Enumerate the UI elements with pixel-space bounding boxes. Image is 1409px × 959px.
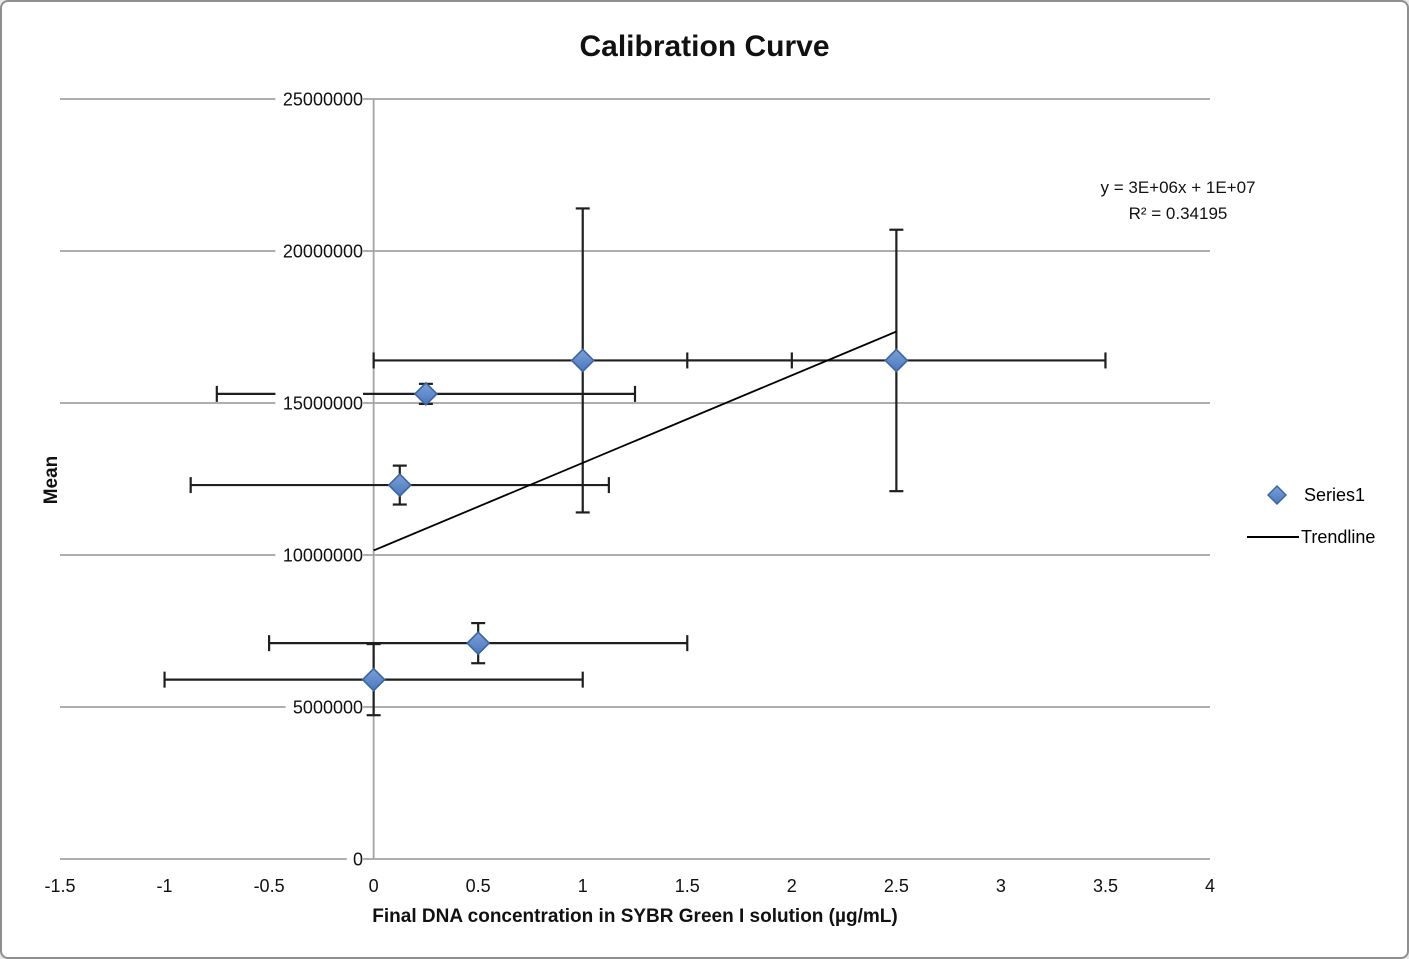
y-tick-label: 0	[353, 850, 363, 870]
y-tick-label-backing	[275, 240, 363, 262]
x-tick-label: 0	[369, 876, 379, 896]
x-axis-title: Final DNA concentration in SYBR Green I …	[372, 906, 898, 927]
y-tick-label-backing	[285, 696, 363, 718]
x-tick-label: -1	[157, 876, 173, 896]
data-point-diamond	[361, 667, 386, 692]
legend-label-trendline: Trendline	[1301, 526, 1376, 547]
x-tick-label: 2.5	[884, 876, 909, 896]
series1-diamond-icon	[1267, 485, 1287, 505]
y-tick-label-backing	[346, 848, 363, 870]
y-tick-label-backing	[275, 88, 363, 110]
x-tick-label: 1	[578, 876, 588, 896]
data-point-diamond	[884, 348, 909, 373]
legend-item-trendline: Trendline	[1247, 522, 1375, 552]
x-tick-label: 3	[996, 876, 1006, 896]
y-tick-label: 25000000	[283, 90, 363, 110]
data-point-diamond	[413, 381, 439, 407]
y-tick-label: 10000000	[283, 546, 363, 566]
y-axis-title: Mean	[41, 455, 62, 505]
x-tick-label: 0.5	[466, 876, 491, 896]
y-tick-label: 20000000	[283, 242, 363, 262]
equation-line: y = 3E+06x + 1E+07	[1100, 178, 1256, 197]
x-tick-label: -1.5	[44, 876, 75, 896]
data-point-diamond	[466, 631, 491, 656]
trendline-equation: y = 3E+06x + 1E+07 R² = 0.34195	[1062, 175, 1294, 227]
x-tick-label: -0.5	[254, 876, 285, 896]
data-point-diamond	[570, 348, 595, 373]
y-tick-label: 5000000	[293, 698, 363, 718]
y-tick-label: 15000000	[283, 394, 363, 414]
legend-item-series1: Series1	[1247, 480, 1375, 510]
x-tick-label: 1.5	[675, 876, 700, 896]
legend-label-series1: Series1	[1304, 484, 1366, 505]
y-tick-label-backing	[275, 392, 363, 414]
x-tick-label: 4	[1205, 876, 1215, 896]
legend: Series1 Trendline	[1247, 480, 1375, 552]
x-tick-label: 2	[787, 876, 797, 896]
data-point-diamond	[387, 472, 412, 498]
chart-title: Calibration Curve	[579, 30, 830, 63]
y-tick-label-backing	[275, 544, 363, 566]
x-tick-label: 3.5	[1093, 876, 1118, 896]
trendline-sample-icon	[1247, 536, 1299, 538]
r-squared-line: R² = 0.34195	[1128, 204, 1228, 223]
trendline-line	[373, 330, 897, 552]
